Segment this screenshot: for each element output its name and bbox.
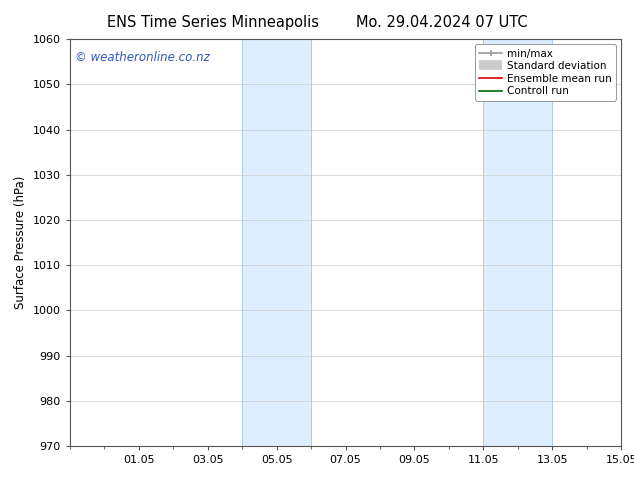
Text: ENS Time Series Minneapolis        Mo. 29.04.2024 07 UTC: ENS Time Series Minneapolis Mo. 29.04.20… [107,15,527,30]
Y-axis label: Surface Pressure (hPa): Surface Pressure (hPa) [14,176,27,309]
Legend: min/max, Standard deviation, Ensemble mean run, Controll run: min/max, Standard deviation, Ensemble me… [475,45,616,100]
Text: © weatheronline.co.nz: © weatheronline.co.nz [75,51,210,64]
Bar [242,39,311,446]
Bar [483,39,552,446]
